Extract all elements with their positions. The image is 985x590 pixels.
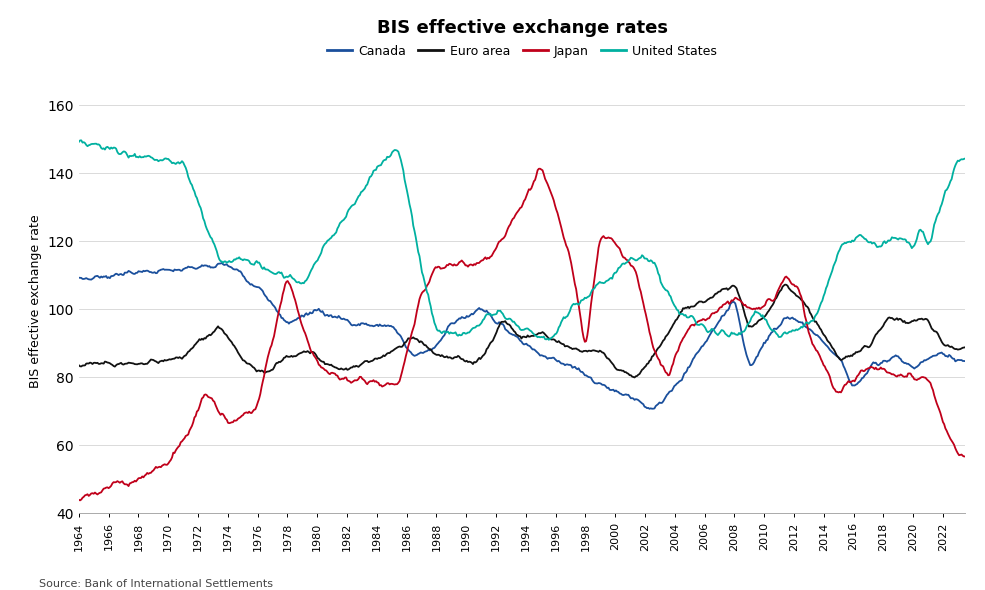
Legend: Canada, Euro area, Japan, United States: Canada, Euro area, Japan, United States <box>322 40 722 63</box>
Text: Source: Bank of International Settlements: Source: Bank of International Settlement… <box>39 579 274 589</box>
Y-axis label: BIS effective exchange rate: BIS effective exchange rate <box>29 214 42 388</box>
Title: BIS effective exchange rates: BIS effective exchange rates <box>376 19 668 37</box>
